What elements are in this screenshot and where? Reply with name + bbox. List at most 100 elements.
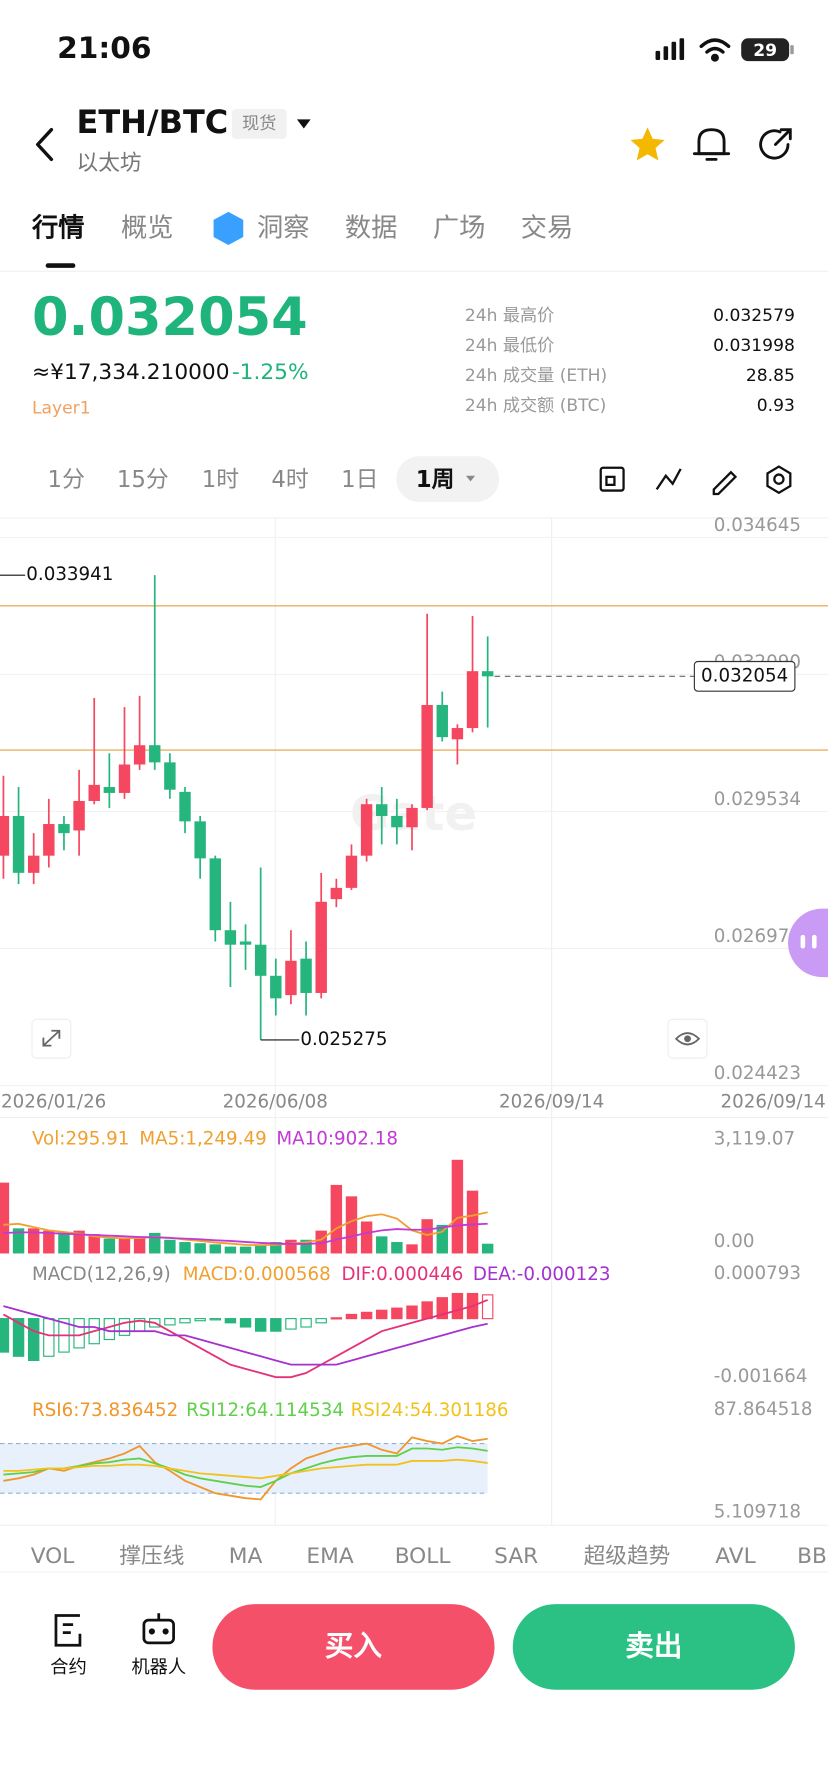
candle-body xyxy=(103,787,116,793)
timeframe[interactable]: 15分 xyxy=(117,467,169,493)
nav-tab[interactable]: 交易 xyxy=(521,214,574,244)
buy-button[interactable] xyxy=(212,1604,495,1690)
macd-bar xyxy=(209,1318,221,1321)
draw-tool[interactable] xyxy=(712,470,738,496)
indicator-tab[interactable]: EMA xyxy=(306,1544,353,1569)
buy-label[interactable]: 买入 xyxy=(325,1628,383,1662)
volume-bar xyxy=(194,1243,206,1254)
indicator-tool[interactable] xyxy=(655,468,682,491)
nav-tab[interactable]: 广场 xyxy=(433,214,486,244)
nav-tab[interactable]: 概览 xyxy=(121,214,174,244)
candle-body xyxy=(133,745,146,765)
assistant-bubble[interactable] xyxy=(788,908,828,978)
candle-body xyxy=(164,762,176,790)
timeframe[interactable]: 1周 xyxy=(416,467,455,493)
indicator-label: MA5:1,249.49 xyxy=(139,1128,266,1149)
candle-body xyxy=(209,858,221,931)
share-icon[interactable] xyxy=(759,128,792,160)
macd-bar xyxy=(300,1318,312,1328)
candle-body xyxy=(27,855,40,873)
indicator-tab[interactable]: VOL xyxy=(31,1544,75,1569)
volume-bar xyxy=(0,1182,10,1254)
indicator-line xyxy=(3,1446,488,1488)
nav-tab[interactable]: 数据 xyxy=(345,214,398,244)
candle-body xyxy=(330,887,343,900)
back-button[interactable] xyxy=(35,127,54,162)
x-tick-label: 2026/09/14 xyxy=(721,1092,826,1113)
bottom-action-label[interactable]: 机器人 xyxy=(131,1657,186,1678)
stat-label: 24h 最低价 xyxy=(465,336,554,356)
indicator-tab[interactable]: 撑压线 xyxy=(119,1544,184,1569)
timeframe[interactable]: 4时 xyxy=(271,467,308,493)
macd-bar xyxy=(0,1318,10,1353)
bottom-action-label[interactable]: 合约 xyxy=(50,1657,87,1678)
macd-bar xyxy=(164,1318,176,1326)
y-tick-label: 0.034645 xyxy=(714,515,801,536)
contract-icon[interactable] xyxy=(54,1614,82,1647)
stat-value: 0.031998 xyxy=(713,336,795,356)
candle-body xyxy=(421,704,433,808)
volume-bar xyxy=(330,1184,343,1254)
sell-label[interactable]: 卖出 xyxy=(625,1628,682,1662)
layout-tool[interactable] xyxy=(599,466,625,492)
pair-dropdown[interactable] xyxy=(296,119,311,129)
status-time: 21:06 xyxy=(57,31,152,66)
alert-icon[interactable] xyxy=(692,128,731,161)
macd-bar xyxy=(436,1297,448,1320)
y-tick-label: 0.024423 xyxy=(714,1063,801,1084)
macd-bar xyxy=(391,1307,403,1320)
volume-label: Vol:295.91 xyxy=(32,1128,129,1149)
sell-button[interactable] xyxy=(512,1604,795,1690)
y-tick-label: 87.864518 xyxy=(714,1399,813,1420)
volume-bar xyxy=(73,1230,85,1254)
volume-bar xyxy=(315,1230,327,1254)
x-tick-label: 2026/01/26 xyxy=(1,1092,106,1113)
nav-tab[interactable]: 洞察 xyxy=(257,214,310,244)
indicator-tab[interactable]: AVL xyxy=(715,1544,755,1569)
candle-body xyxy=(58,824,70,834)
indicator-label: RSI12:64.114534 xyxy=(186,1400,344,1421)
indicator-line xyxy=(3,1222,488,1245)
volume-bar xyxy=(466,1190,479,1254)
timeframe[interactable]: 1时 xyxy=(202,467,239,493)
candle-body xyxy=(118,764,131,793)
bot-icon[interactable] xyxy=(142,1613,175,1645)
indicator-tab[interactable]: SAR xyxy=(494,1544,538,1569)
fullscreen-icon xyxy=(42,1029,61,1047)
x-tick-label: 2026/06/08 xyxy=(223,1092,328,1113)
stat-label: 24h 成交量 (ETH) xyxy=(465,366,607,386)
timeframe[interactable]: 1分 xyxy=(48,467,85,493)
volume-bar xyxy=(285,1239,297,1254)
macd-bar xyxy=(481,1294,494,1320)
indicator-tab[interactable]: BOLL xyxy=(395,1544,451,1569)
y-tick-label: 3,119.07 xyxy=(714,1128,795,1149)
candle-body xyxy=(376,804,388,816)
indicator-tab[interactable]: BB xyxy=(797,1544,827,1569)
candle-body xyxy=(300,958,312,993)
volume-bar xyxy=(58,1232,70,1254)
volume-bar xyxy=(345,1196,358,1254)
volume-bar xyxy=(43,1230,55,1254)
volume-bar xyxy=(133,1237,146,1254)
macd-bar xyxy=(330,1317,343,1320)
timeframe-dropdown[interactable] xyxy=(465,475,476,482)
timeframe-pill[interactable] xyxy=(396,456,500,502)
favorite-icon[interactable] xyxy=(630,127,665,161)
volume-bar xyxy=(421,1219,433,1254)
indicator-tab[interactable]: MA xyxy=(229,1544,263,1569)
volume-bar xyxy=(406,1244,418,1254)
eye-icon xyxy=(674,1032,701,1046)
battery-level: 29 xyxy=(753,41,777,61)
nav-tab[interactable]: 行情 xyxy=(31,213,85,244)
indicator-tab[interactable]: 超级趋势 xyxy=(584,1544,671,1569)
macd-bar xyxy=(103,1318,116,1341)
settings-tool[interactable] xyxy=(766,465,792,495)
timeframe[interactable]: 1日 xyxy=(341,467,378,493)
volume-bar xyxy=(270,1242,282,1254)
candle-body xyxy=(436,704,448,738)
current-price-label: 0.032054 xyxy=(701,665,788,686)
eye-pupil xyxy=(684,1035,691,1043)
